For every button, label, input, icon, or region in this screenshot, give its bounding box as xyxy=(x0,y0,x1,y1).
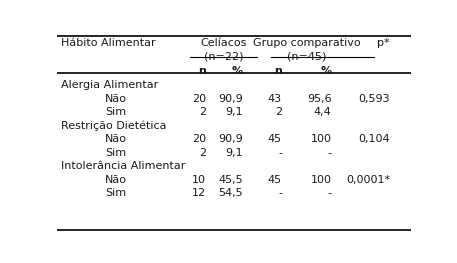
Text: (n=45): (n=45) xyxy=(287,52,326,62)
Text: -: - xyxy=(278,148,282,158)
Text: n: n xyxy=(198,66,206,76)
Text: 100: 100 xyxy=(311,134,332,144)
Text: 2: 2 xyxy=(199,107,206,117)
Text: -: - xyxy=(278,188,282,198)
Text: 2: 2 xyxy=(275,107,282,117)
Text: (n=22): (n=22) xyxy=(204,52,243,62)
Text: 4,4: 4,4 xyxy=(314,107,332,117)
Text: Não: Não xyxy=(105,134,127,144)
Text: Não: Não xyxy=(105,94,127,104)
Text: 0,593: 0,593 xyxy=(358,94,390,104)
Text: 45,5: 45,5 xyxy=(218,175,243,185)
Text: %: % xyxy=(320,66,332,76)
Text: 2: 2 xyxy=(199,148,206,158)
Text: Intolerância Alimentar: Intolerância Alimentar xyxy=(61,161,185,171)
Text: 95,6: 95,6 xyxy=(307,94,332,104)
Text: Não: Não xyxy=(105,175,127,185)
Text: n: n xyxy=(274,66,282,76)
Text: 90,9: 90,9 xyxy=(218,134,243,144)
Text: 43: 43 xyxy=(268,94,282,104)
Text: Restrição Dietética: Restrição Dietética xyxy=(61,121,166,131)
Text: 100: 100 xyxy=(311,175,332,185)
Text: Celíacos: Celíacos xyxy=(201,38,247,48)
Text: 20: 20 xyxy=(192,94,206,104)
Text: 20: 20 xyxy=(192,134,206,144)
Text: 45: 45 xyxy=(268,175,282,185)
Text: 90,9: 90,9 xyxy=(218,94,243,104)
Text: 9,1: 9,1 xyxy=(225,107,243,117)
Text: 12: 12 xyxy=(192,188,206,198)
Text: -: - xyxy=(328,148,332,158)
Text: Sim: Sim xyxy=(105,148,126,158)
Text: %: % xyxy=(232,66,243,76)
Text: Sim: Sim xyxy=(105,107,126,117)
Text: -: - xyxy=(328,188,332,198)
Text: p*: p* xyxy=(377,38,390,48)
Text: Alergia Alimentar: Alergia Alimentar xyxy=(61,80,158,90)
Text: Sim: Sim xyxy=(105,188,126,198)
Text: 0,0001*: 0,0001* xyxy=(346,175,390,185)
Text: 45: 45 xyxy=(268,134,282,144)
Text: 10: 10 xyxy=(192,175,206,185)
Text: 54,5: 54,5 xyxy=(218,188,243,198)
Text: Grupo comparativo: Grupo comparativo xyxy=(253,38,361,48)
Text: 9,1: 9,1 xyxy=(225,148,243,158)
Text: 0,104: 0,104 xyxy=(358,134,390,144)
Text: Hábito Alimentar: Hábito Alimentar xyxy=(61,38,155,48)
